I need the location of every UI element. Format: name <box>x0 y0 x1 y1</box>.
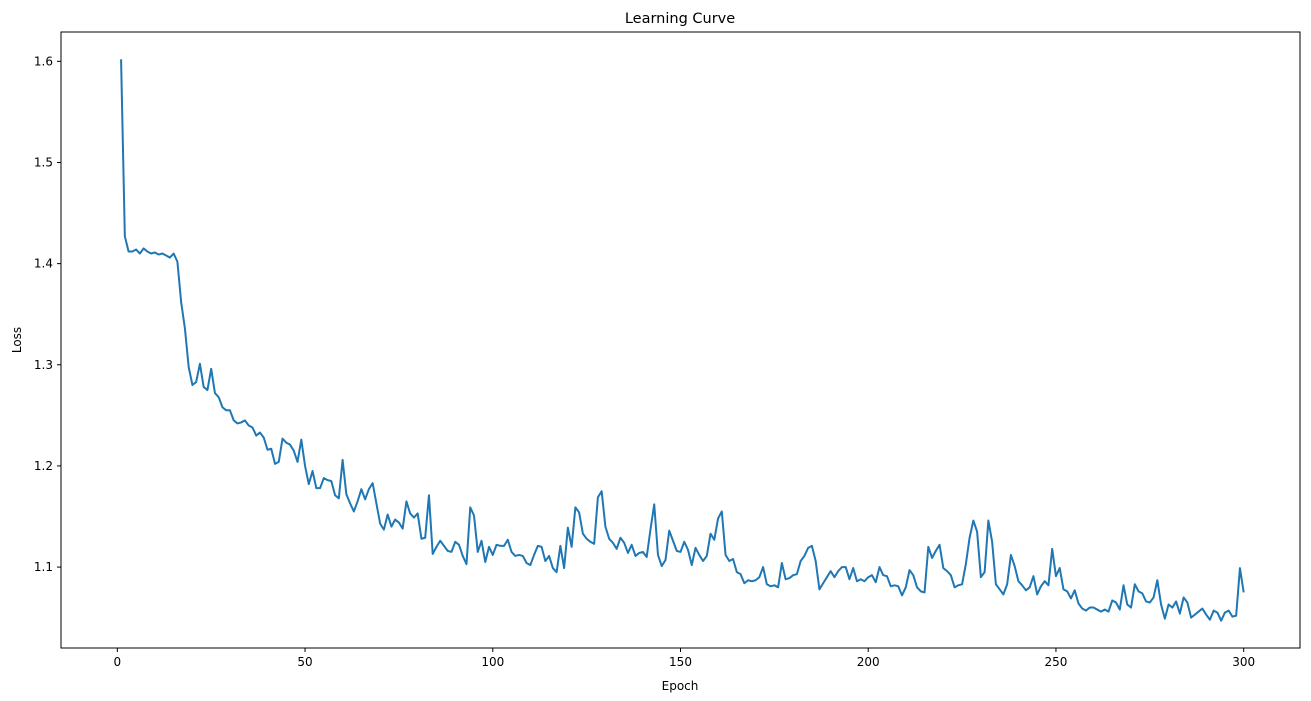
x-tick-label: 300 <box>1232 655 1255 669</box>
y-tick-label: 1.5 <box>34 155 53 169</box>
y-axis-label: Loss <box>10 327 24 353</box>
y-tick-label: 1.1 <box>34 560 53 574</box>
plot-area: 0 50 100 150 200 250 300 1.1 1.2 1.3 1.4 1.5 1.6 <box>34 31 1301 669</box>
y-tick-label: 1.4 <box>34 257 53 271</box>
x-tick-label: 100 <box>481 655 504 669</box>
y-axis: 1.1 1.2 1.3 1.4 1.5 1.6 <box>34 54 61 574</box>
y-tick-label: 1.2 <box>34 459 53 473</box>
x-tick-label: 200 <box>857 655 880 669</box>
x-tick-label: 50 <box>297 655 312 669</box>
x-tick-label: 150 <box>669 655 692 669</box>
x-axis-label: Epoch <box>662 679 699 693</box>
chart-title: Learning Curve <box>625 11 735 27</box>
y-tick-label: 1.6 <box>34 54 53 68</box>
loss-series-line <box>120 59 1245 622</box>
y-tick-label: 1.3 <box>34 358 53 372</box>
x-tick-label: 250 <box>1045 655 1068 669</box>
x-axis: 0 50 100 150 200 250 300 <box>113 648 1255 669</box>
x-tick-label: 0 <box>113 655 121 669</box>
